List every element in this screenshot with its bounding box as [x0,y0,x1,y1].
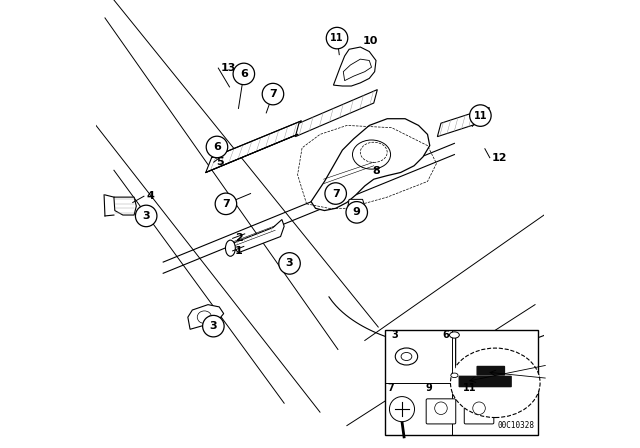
Text: 3: 3 [142,211,150,221]
Circle shape [262,83,284,105]
Text: 6: 6 [240,69,248,79]
Text: 2: 2 [235,233,243,243]
Text: 6: 6 [442,331,449,340]
Text: 7: 7 [387,383,394,393]
Text: 5: 5 [216,157,224,167]
Polygon shape [311,119,430,211]
Text: 9: 9 [425,383,432,393]
Text: 8: 8 [373,166,381,176]
FancyBboxPatch shape [458,375,512,387]
Polygon shape [333,47,376,86]
FancyBboxPatch shape [426,399,456,424]
Circle shape [326,27,348,49]
Circle shape [233,63,255,85]
Ellipse shape [225,240,236,256]
Polygon shape [230,220,284,253]
Text: 11: 11 [463,383,477,393]
Text: 4: 4 [146,191,154,201]
Text: 13: 13 [221,63,236,73]
Polygon shape [348,199,365,211]
Text: 7: 7 [332,189,340,198]
Ellipse shape [353,140,390,169]
FancyBboxPatch shape [464,399,494,424]
Ellipse shape [451,373,458,378]
Polygon shape [206,121,301,172]
Circle shape [435,402,447,414]
Circle shape [325,183,346,204]
Text: 11: 11 [474,111,487,121]
Polygon shape [437,108,490,137]
Text: 7: 7 [269,89,277,99]
Circle shape [203,315,224,337]
Circle shape [473,402,485,414]
Ellipse shape [360,142,387,162]
Circle shape [346,202,367,223]
FancyBboxPatch shape [476,366,505,375]
Text: 11: 11 [330,33,344,43]
Text: 9: 9 [353,207,361,217]
Polygon shape [296,90,378,137]
Text: 3: 3 [391,331,398,340]
Text: 6: 6 [213,142,221,152]
Text: 7: 7 [222,199,230,209]
Ellipse shape [451,348,540,418]
Circle shape [206,136,228,158]
Circle shape [136,205,157,227]
Text: 00C10328: 00C10328 [497,421,534,430]
Text: 3: 3 [285,258,293,268]
Polygon shape [188,305,224,329]
Text: 10: 10 [363,36,378,46]
Circle shape [390,396,415,422]
Polygon shape [343,59,371,81]
Ellipse shape [197,311,212,323]
Circle shape [215,193,237,215]
Ellipse shape [401,353,412,361]
Text: 3: 3 [209,321,217,331]
Polygon shape [114,197,136,215]
Bar [385,330,538,435]
Ellipse shape [396,348,418,365]
Ellipse shape [449,332,460,338]
Circle shape [279,253,300,274]
Circle shape [470,105,491,126]
Text: 1: 1 [235,246,243,256]
Text: 12: 12 [492,153,508,163]
